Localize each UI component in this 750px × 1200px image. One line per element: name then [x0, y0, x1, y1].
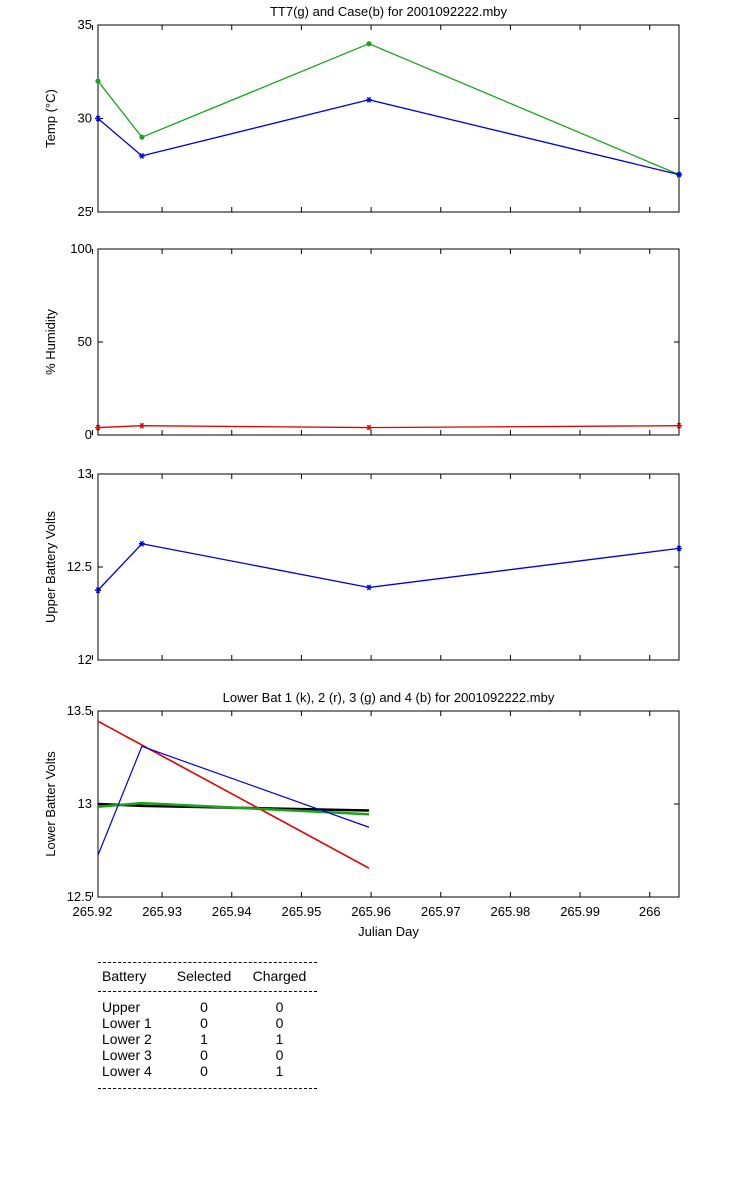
- x-tick-label: 265.95: [282, 904, 322, 919]
- data-point: [676, 545, 682, 552]
- battery-name: Lower 2: [102, 1031, 152, 1047]
- data-point: [365, 424, 372, 431]
- y-tick-label: 12.5: [67, 559, 92, 574]
- data-point: [95, 78, 101, 84]
- data-point: [138, 152, 145, 159]
- y-tick-label: 12.5: [67, 889, 92, 904]
- series-line-1-1: [97, 43, 680, 176]
- battery-name: Lower 1: [102, 1015, 152, 1031]
- x-tick-label: 266: [639, 904, 661, 919]
- data-point: [676, 422, 682, 429]
- data-point: [366, 41, 372, 47]
- x-tick-label: 265.93: [142, 904, 182, 919]
- x-axis-label: Julian Day: [358, 924, 419, 939]
- data-point: [138, 540, 145, 547]
- series-line-4-3: [97, 801, 370, 816]
- y-tick-label: 12: [78, 652, 92, 667]
- table-row: Lower 3 0 0: [98, 1047, 317, 1063]
- x-tick-label: 265.97: [421, 904, 461, 919]
- charged-value: 1: [275, 1063, 284, 1079]
- series-line-2-1: [97, 425, 680, 429]
- plot-frame-1: [97, 24, 680, 213]
- y-axis-label-1: Temp (°C): [43, 89, 58, 148]
- charts-canvas: 25 30 35 TT7(g) and Case(b) for 2001092222.…: [43, 4, 682, 939]
- x-tick-label: 265.99: [560, 904, 600, 919]
- selected-value: 0: [200, 1015, 208, 1031]
- data-point: [95, 587, 101, 594]
- selected-value: 1: [200, 1031, 208, 1047]
- y-tick-label: 35: [78, 17, 92, 32]
- header-selected: Selected: [176, 968, 232, 984]
- y-axis-label-3: Upper Battery Volts: [43, 511, 58, 623]
- table-rule-top: [98, 962, 317, 963]
- battery-status-table: Battery Selected Charged Upper 0 0 Lower…: [98, 962, 317, 1089]
- chart-title-4: Lower Bat 1 (k), 2 (r), 3 (g) and 4 (b) …: [223, 690, 555, 705]
- x-tick-label: 265.94: [212, 904, 252, 919]
- y-tick-label: 13.5: [67, 703, 92, 718]
- data-point: [95, 115, 101, 122]
- table-row: Lower 4 0 1: [98, 1063, 317, 1079]
- x-tick-label: 265.92: [73, 904, 113, 919]
- header-charged: Charged: [252, 968, 307, 984]
- battery-name: Upper: [102, 999, 141, 1015]
- series-line-3-1: [97, 543, 680, 591]
- x-tick-label: 265.98: [491, 904, 531, 919]
- data-point: [365, 96, 372, 103]
- y-tick-label: 100: [70, 241, 92, 256]
- table-row: Upper 0 0: [98, 999, 317, 1015]
- charged-value: 0: [275, 999, 284, 1015]
- data-point: [139, 134, 145, 140]
- table-row: Lower 2 1 1: [98, 1031, 317, 1047]
- y-axis-label-2: % Humidity: [43, 309, 58, 375]
- table-row: Lower 1 0 0: [98, 1015, 317, 1031]
- plot-frame-3: [97, 473, 680, 661]
- y-tick-label: 13: [78, 796, 92, 811]
- series-line-4-4: [97, 745, 370, 856]
- charged-value: 0: [275, 1047, 284, 1063]
- table-body: Upper 0 0 Lower 1 0 0 Lower 2 1 1 Lower …: [98, 992, 317, 1088]
- series-line-4-2: [97, 720, 370, 869]
- charged-value: 1: [275, 1031, 284, 1047]
- selected-value: 0: [200, 1063, 208, 1079]
- chart-title-1: TT7(g) and Case(b) for 2001092222.mby: [270, 4, 508, 19]
- data-point: [138, 422, 145, 429]
- y-tick-label: 50: [78, 334, 92, 349]
- table-rule-mid: [98, 991, 317, 992]
- plot-frame-2: [97, 248, 680, 436]
- x-tick-label: 265.96: [351, 904, 391, 919]
- y-axis-label-4: Lower Batter Volts: [43, 751, 58, 857]
- data-point: [95, 424, 101, 431]
- header-battery: Battery: [102, 968, 147, 984]
- charged-value: 0: [275, 1015, 284, 1031]
- y-tick-label: 25: [78, 204, 92, 219]
- y-tick-label: 0: [85, 427, 92, 442]
- y-tick-label: 30: [78, 111, 92, 126]
- y-tick-label: 13: [78, 466, 92, 481]
- battery-name: Lower 4: [102, 1063, 152, 1079]
- data-point: [365, 584, 372, 591]
- series-line-1-2: [97, 99, 680, 176]
- table-rule-bottom: [98, 1088, 317, 1089]
- selected-value: 0: [200, 999, 208, 1015]
- table-header-row: Battery Selected Charged: [98, 963, 317, 991]
- selected-value: 0: [200, 1047, 208, 1063]
- data-point: [676, 171, 682, 178]
- battery-name: Lower 3: [102, 1047, 152, 1063]
